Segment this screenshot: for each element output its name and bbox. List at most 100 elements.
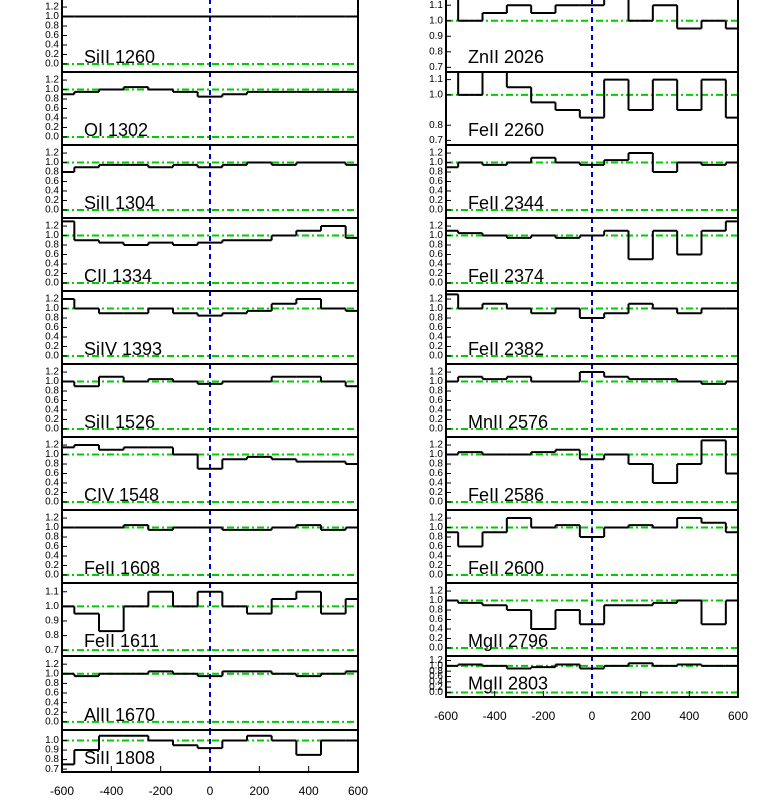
y-tick-label: 0.4	[45, 478, 59, 489]
y-tick-label: 0.2	[429, 682, 443, 693]
y-tick-label: 0.0	[45, 132, 59, 143]
plot-area	[62, 291, 358, 364]
y-tick-label: 0.6	[429, 468, 443, 479]
y-tick-label: 0.0	[45, 424, 59, 435]
y-tick-label: 0.2	[45, 414, 59, 425]
y-tick-label: 0.0	[429, 570, 443, 581]
y-tick-label: 1.2	[45, 2, 59, 13]
y-tick-label: 0.9	[45, 616, 59, 627]
y-tick-label: 1.2	[45, 148, 59, 159]
y-tick-label: 1.1	[45, 586, 59, 597]
plot-area	[62, 583, 358, 656]
y-tick-label: 0.7	[45, 764, 59, 775]
panel: 0.00.20.40.60.81.01.2 MgII 2796	[429, 582, 739, 657]
y-tick-label: 0.8	[45, 754, 59, 765]
x-tick-label: 600	[728, 709, 748, 723]
y-tick-label: 0.8	[429, 605, 443, 616]
y-tick-label: 0.2	[429, 560, 443, 571]
y-tick-label: 1.0	[45, 735, 59, 746]
y-tick-label: 0.2	[45, 487, 59, 498]
panel-title: SiII 1260	[84, 47, 155, 67]
y-tick-label: 0.7	[429, 62, 443, 73]
plot-area	[446, 364, 738, 437]
y-tick-label: 1.2	[429, 367, 443, 378]
plot-area	[446, 218, 738, 291]
y-tick-label: 0.0	[45, 497, 59, 508]
plot-area	[62, 72, 358, 145]
y-tick-label: 1.2	[45, 221, 59, 232]
y-tick-label: 1.2	[429, 221, 443, 232]
y-tick-label: 0.2	[45, 49, 59, 60]
y-tick-label: 0.0	[45, 716, 59, 727]
y-tick-label: 0.4	[429, 186, 443, 197]
y-tick-label: 0.2	[429, 414, 443, 425]
panel-title: CII 1334	[84, 266, 152, 286]
x-tick-label: 0	[207, 784, 214, 798]
y-tick-label: 1.0	[429, 522, 443, 533]
y-tick-label: 0.4	[45, 405, 59, 416]
panel-title: SiII 1304	[84, 193, 155, 213]
panel-title: AlII 1670	[84, 705, 155, 725]
y-tick-label: 0.2	[45, 122, 59, 133]
y-tick-label: 0.2	[45, 707, 59, 718]
panel-title: FeII 2260	[468, 120, 544, 140]
y-tick-label: 1.2	[45, 75, 59, 86]
y-tick-label: 1.2	[45, 659, 59, 670]
y-tick-label: 0.8	[429, 46, 443, 57]
plot-area	[446, 583, 738, 656]
plot-area	[446, 145, 738, 218]
panel: 0.00.20.40.60.81.01.2 FeII 2344	[429, 144, 739, 219]
panel-title: OI 1302	[84, 120, 148, 140]
plot-area	[62, 145, 358, 218]
y-tick-label: 1.2	[45, 513, 59, 524]
y-tick-label: 0.4	[45, 186, 59, 197]
x-tick-label: 200	[631, 709, 651, 723]
y-tick-label: 1.0	[45, 601, 59, 612]
y-tick-label: 1.0	[45, 157, 59, 168]
y-tick-label: 1.0	[429, 449, 443, 460]
y-tick-label: 1.0	[429, 376, 443, 387]
x-tick-label: 200	[249, 784, 269, 798]
panel: 0.00.20.40.60.81.01.2 AlII 1670	[45, 655, 359, 731]
y-tick-label: 0.0	[429, 497, 443, 508]
y-tick-label: 1.0	[45, 11, 59, 22]
y-tick-label: 0.6	[45, 395, 59, 406]
panel: 0.7 0.8 1.0 1.1 FeII 2260	[429, 71, 739, 146]
y-tick-label: 0.4	[45, 113, 59, 124]
plot-area	[62, 0, 358, 72]
y-tick-label: 0.8	[429, 240, 443, 251]
y-tick-label: 0.8	[429, 459, 443, 470]
panel-title: MnII 2576	[468, 412, 548, 432]
panel: 0.70.80.91.0 -600 -400 -200 0 200 400 600 SiII 1…	[45, 729, 368, 798]
plot-area	[62, 510, 358, 583]
y-tick-label: 1.2	[429, 440, 443, 451]
plot-area	[446, 72, 738, 145]
panel-title: FeII 2600	[468, 558, 544, 578]
plot-area	[446, 0, 738, 72]
y-tick-label: 0.8	[45, 678, 59, 689]
panel-title: FeII 2374	[468, 266, 544, 286]
panel-title: FeII 2382	[468, 339, 544, 359]
y-tick-label: 0.0	[45, 351, 59, 362]
y-tick-label: 0.8	[45, 167, 59, 178]
y-tick-label: 0.4	[429, 259, 443, 270]
y-tick-label: 0.6	[45, 249, 59, 260]
y-tick-label: 0.4	[45, 40, 59, 51]
y-tick-label: 1.1	[429, 0, 443, 11]
y-tick-label: 0.2	[429, 633, 443, 644]
y-tick-label: 0.8	[45, 532, 59, 543]
panel-title: FeII 2344	[468, 193, 544, 213]
y-tick-label: 0.8	[429, 167, 443, 178]
y-tick-label: 0.9	[429, 31, 443, 42]
y-tick-label: 0.4	[45, 551, 59, 562]
y-tick-label: 0.8	[45, 386, 59, 397]
y-tick-label: 0.4	[429, 676, 443, 687]
panel: 0.00.20.40.60.81.01.2 SiII 1526	[45, 363, 359, 438]
y-tick-label: 0.0	[429, 424, 443, 435]
y-tick-label: 0.2	[429, 341, 443, 352]
y-tick-label: 0.6	[45, 103, 59, 114]
y-tick-label: 0.4	[45, 332, 59, 343]
panel-title: SiIV 1393	[84, 339, 162, 359]
panel: 0.7 0.8 0.9 1.0 1.1 ZnII 2026	[429, 0, 739, 73]
y-tick-label: 1.0	[429, 230, 443, 241]
